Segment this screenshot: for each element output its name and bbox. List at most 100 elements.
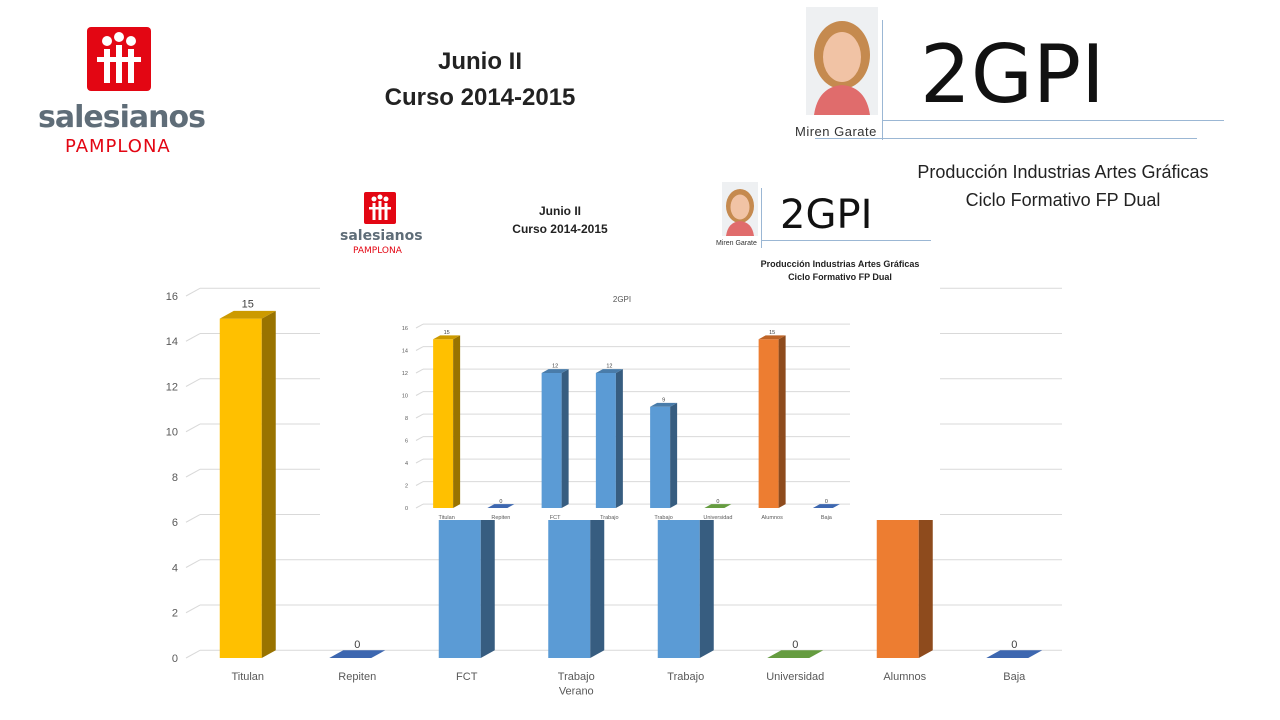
program-line-2: Ciclo Formativo FP Dual (965, 190, 1161, 210)
y-tick-label: 12 (402, 371, 408, 377)
data-label: 15 (444, 330, 450, 336)
bar-top (541, 369, 569, 373)
grid-connector (415, 346, 424, 351)
grid-connector (185, 287, 201, 297)
inset-chart-title: 2GPI (613, 295, 631, 304)
bar-front (433, 339, 454, 508)
inset-logo-word: salesianos (340, 228, 423, 244)
vertical-rule (882, 20, 883, 140)
inset-chart-bars (433, 335, 840, 508)
y-tick-label: 0 (172, 653, 178, 665)
title-line-2: Curso 2014-2015 (384, 84, 576, 111)
y-tick-label: 10 (166, 427, 178, 439)
bar-front (541, 373, 562, 508)
inset-title-line-1: Junio II (539, 204, 581, 218)
grid-connector (185, 604, 201, 614)
grid-connector (415, 413, 424, 419)
x-category-label: Trabajo (654, 515, 672, 520)
grid-connector (185, 423, 201, 433)
bar-flat (487, 504, 515, 508)
x-category-label: Titulan (231, 671, 264, 683)
bar-top (219, 310, 276, 319)
bar-front (219, 318, 262, 658)
x-category-label: Repiten (338, 671, 376, 683)
data-label: 12 (606, 364, 612, 370)
grid-connector (415, 323, 424, 329)
horizontal-rule (882, 120, 1224, 121)
bar-top (758, 335, 786, 340)
x-category-label: Universidad (766, 671, 824, 683)
x-category-label: Titulan (438, 515, 454, 520)
x-category-label: Trabajo (667, 671, 704, 683)
salesianos-emblem-icon (87, 27, 151, 91)
inset-logo: salesianos PAMPLONA (338, 192, 428, 262)
y-tick-label: 2 (172, 608, 178, 620)
bar-flat (812, 504, 840, 508)
teacher-name: Miren Garate (795, 124, 877, 139)
bar-top (650, 402, 678, 407)
inset-teacher-name: Miren Garate (716, 240, 757, 247)
bar-side (561, 369, 569, 508)
inset-chart-labels: 0 2 4 6 8 10 12 14 16 15 Titulan 0 Repiten 12 FCT 12 Tra… (402, 326, 833, 520)
grid-connector (185, 559, 201, 568)
grid-connector (415, 481, 424, 486)
bar-flat (704, 504, 732, 508)
data-label: 15 (769, 330, 775, 336)
bar-top (595, 369, 623, 373)
bar-side (615, 369, 623, 508)
grid-connector (185, 468, 201, 478)
y-tick-label: 16 (402, 326, 408, 332)
grid-connector (185, 514, 201, 523)
y-tick-label: 4 (405, 461, 408, 467)
y-tick-label: 0 (405, 506, 408, 512)
inset-group-code: 2GPI (780, 192, 873, 238)
inset-emblem-icon (364, 192, 396, 224)
inset-teacher-photo (722, 182, 758, 236)
grid-connector (185, 378, 201, 387)
data-label: 0 (499, 499, 502, 505)
y-tick-label: 10 (402, 393, 408, 399)
inset-program-line-2: Ciclo Formativo FP Dual (788, 272, 892, 282)
x-category-label: Alumnos (761, 515, 783, 520)
title-line-1: Junio II (438, 48, 522, 75)
bar-front (758, 339, 779, 508)
teacher-photo (806, 7, 878, 115)
x-category-label: Baja (1003, 671, 1026, 683)
grid-connector (185, 649, 201, 659)
y-tick-label: 4 (172, 562, 178, 574)
grid-connector (415, 503, 424, 509)
data-label: 0 (792, 639, 798, 651)
bar-side (670, 402, 678, 508)
bar-top (433, 335, 461, 340)
x-category-label: Universidad (703, 515, 732, 520)
y-tick-label: 6 (172, 517, 178, 529)
bar-flat (329, 650, 386, 658)
x-category-label: Baja (821, 515, 833, 520)
program-line-1: Producción Industrias Artes Gráficas (917, 162, 1209, 182)
grid-connector (415, 391, 424, 396)
bar-front (650, 406, 671, 508)
bar-side (453, 335, 461, 508)
logo-word: salesianos (38, 100, 206, 135)
data-label: 0 (825, 499, 828, 505)
x-category-label: Alumnos (883, 671, 926, 683)
grid-connector (415, 436, 424, 441)
y-tick-label: 2 (405, 483, 408, 489)
inset-vertical-rule (761, 188, 762, 248)
inset-program: Producción Industrias Artes Gráficas Cic… (740, 258, 940, 284)
x-category-label: FCT (456, 671, 478, 683)
salesianos-logo: salesianos PAMPLONA (30, 22, 210, 162)
main-chart-labels: 0 2 4 6 8 10 12 14 16 15 Titulan 0 Repiten FCT Trabajo… (166, 291, 1026, 697)
bar-flat (986, 650, 1043, 658)
inset-slide: salesianos PAMPLONA Junio II Curso 2014-… (320, 178, 940, 520)
data-label: 0 (716, 499, 719, 505)
y-tick-label: 12 (166, 381, 178, 393)
y-tick-label: 8 (172, 472, 178, 484)
program-description: Producción Industrias Artes Gráficas Cic… (880, 158, 1246, 214)
page-title: Junio II Curso 2014-2015 (340, 44, 620, 116)
grid-connector (185, 333, 201, 342)
inset-horizontal-rule (761, 240, 931, 241)
group-code: 2GPI (920, 28, 1105, 121)
